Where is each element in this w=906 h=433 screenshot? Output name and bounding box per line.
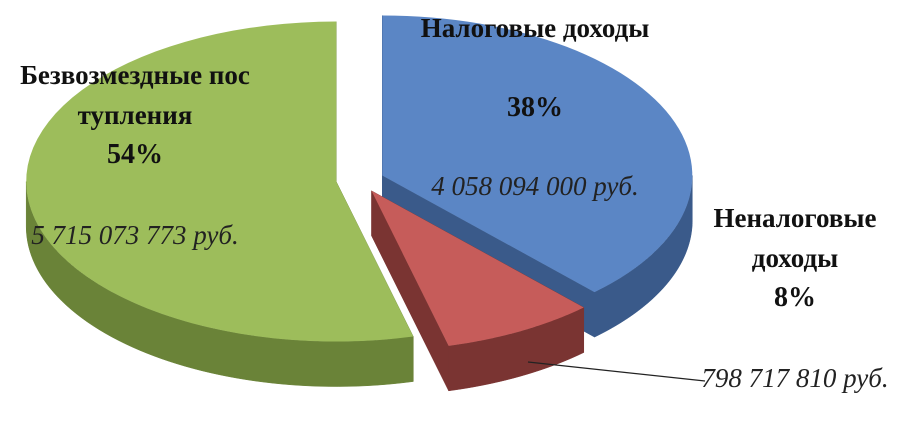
slice-percent: 38%: [507, 92, 563, 123]
slice-amount: 5 715 073 773 руб.: [31, 220, 239, 250]
slice-percent: 54%: [107, 139, 163, 170]
leader-line: [527, 361, 706, 382]
slice: [371, 190, 584, 346]
slice: [26, 21, 414, 342]
slice-amount: 798 717 810 руб.: [701, 363, 889, 393]
slice-amount: 4 058 094 000 руб.: [431, 171, 639, 201]
slice: [382, 15, 693, 293]
slice-percent: 8%: [774, 282, 816, 313]
slice-side: [594, 175, 693, 338]
slice-label: Безвозмездные поступления: [20, 60, 250, 130]
slice-label: Неналоговые доходы: [713, 203, 877, 273]
slice-side: [25, 181, 414, 387]
slice-label: Налоговые доходы: [420, 13, 650, 43]
